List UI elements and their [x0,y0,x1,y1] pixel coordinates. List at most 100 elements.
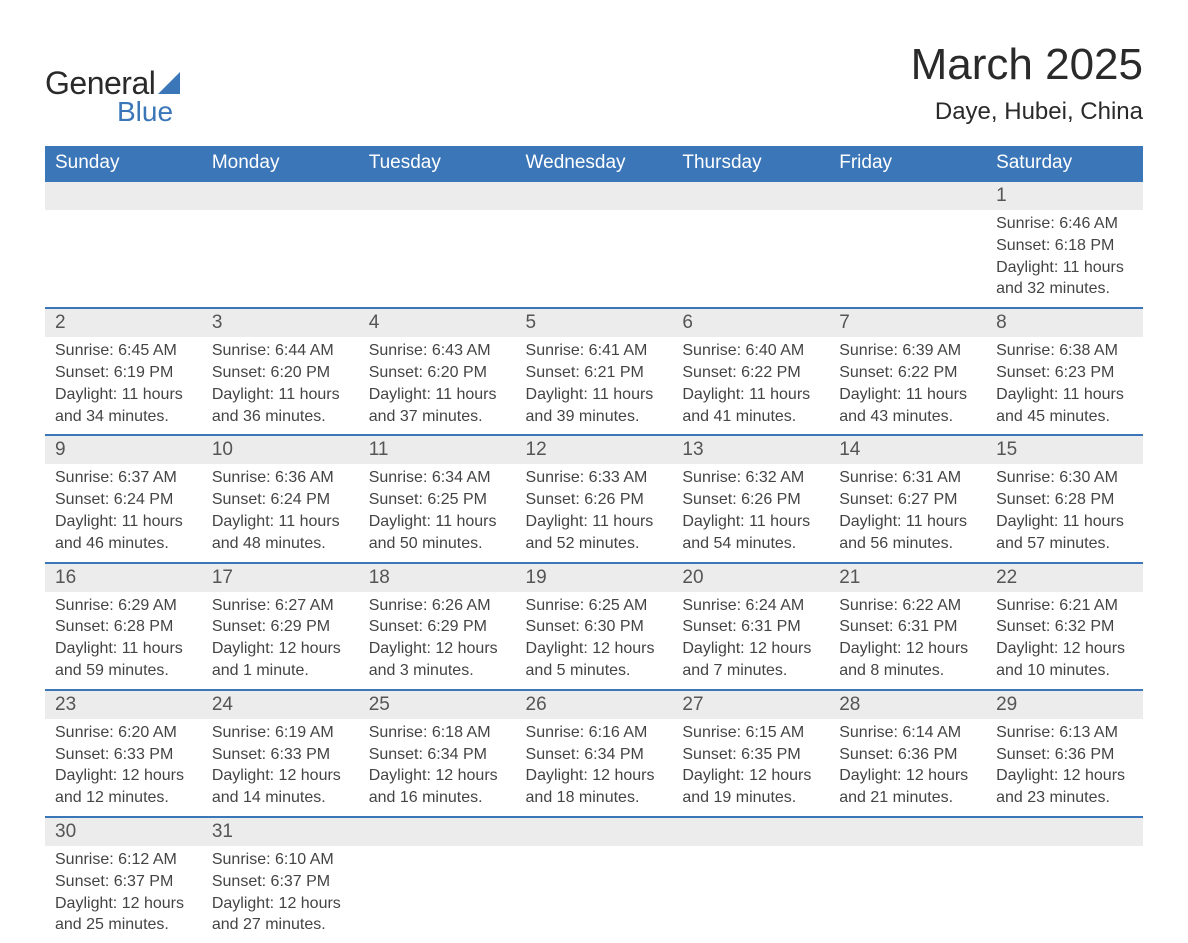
day-number [45,181,202,210]
daylight-text: Daylight: 11 hours [55,639,192,660]
sunset-text: Sunset: 6:29 PM [369,617,506,638]
daylight-text: Daylight: 12 hours [839,766,976,787]
day-detail [829,846,986,943]
sunset-text: Sunset: 6:23 PM [996,363,1133,384]
day-number [359,181,516,210]
sunrise-text: Sunrise: 6:20 AM [55,723,192,744]
daylight-text-2: and 45 minutes. [996,407,1133,428]
daylight-text: Daylight: 11 hours [996,258,1133,279]
day-detail: Sunrise: 6:39 AMSunset: 6:22 PMDaylight:… [829,337,986,435]
sunrise-text: Sunrise: 6:32 AM [682,468,819,489]
sunset-text: Sunset: 6:22 PM [839,363,976,384]
daylight-text: Daylight: 12 hours [212,894,349,915]
day-detail: Sunrise: 6:18 AMSunset: 6:34 PMDaylight:… [359,719,516,817]
daylight-text-2: and 59 minutes. [55,661,192,682]
daylight-text: Daylight: 11 hours [55,385,192,406]
day-number: 5 [516,308,673,337]
daylight-text: Daylight: 11 hours [55,512,192,533]
daylight-text-2: and 41 minutes. [682,407,819,428]
day-number: 12 [516,435,673,464]
daylight-text-2: and 36 minutes. [212,407,349,428]
title-block: March 2025 Daye, Hubei, China [911,40,1143,126]
day-detail: Sunrise: 6:13 AMSunset: 6:36 PMDaylight:… [986,719,1143,817]
daylight-text: Daylight: 11 hours [682,512,819,533]
sunrise-text: Sunrise: 6:38 AM [996,341,1133,362]
day-number: 27 [672,690,829,719]
day-number: 15 [986,435,1143,464]
daylight-text: Daylight: 11 hours [996,385,1133,406]
daylight-text-2: and 54 minutes. [682,534,819,555]
day-detail: Sunrise: 6:34 AMSunset: 6:25 PMDaylight:… [359,464,516,562]
sunrise-text: Sunrise: 6:10 AM [212,850,349,871]
sunrise-text: Sunrise: 6:31 AM [839,468,976,489]
location: Daye, Hubei, China [911,98,1143,126]
sunset-text: Sunset: 6:33 PM [212,745,349,766]
day-detail: Sunrise: 6:43 AMSunset: 6:20 PMDaylight:… [359,337,516,435]
day-detail [516,846,673,943]
day-detail: Sunrise: 6:38 AMSunset: 6:23 PMDaylight:… [986,337,1143,435]
day-number: 20 [672,563,829,592]
daylight-text-2: and 25 minutes. [55,915,192,936]
daylight-text: Daylight: 12 hours [526,766,663,787]
sunset-text: Sunset: 6:26 PM [682,490,819,511]
sunset-text: Sunset: 6:29 PM [212,617,349,638]
daylight-text: Daylight: 11 hours [682,385,819,406]
day-detail: Sunrise: 6:36 AMSunset: 6:24 PMDaylight:… [202,464,359,562]
sunrise-text: Sunrise: 6:44 AM [212,341,349,362]
daylight-text: Daylight: 12 hours [996,639,1133,660]
day-detail [516,210,673,308]
sunset-text: Sunset: 6:35 PM [682,745,819,766]
day-number: 11 [359,435,516,464]
daylight-text-2: and 43 minutes. [839,407,976,428]
sunrise-text: Sunrise: 6:19 AM [212,723,349,744]
day-number: 8 [986,308,1143,337]
daylight-text-2: and 18 minutes. [526,788,663,809]
sunset-text: Sunset: 6:30 PM [526,617,663,638]
day-detail [202,210,359,308]
weekday-header: Sunday [45,146,202,181]
sunset-text: Sunset: 6:37 PM [212,872,349,893]
day-number: 18 [359,563,516,592]
daylight-text: Daylight: 11 hours [526,385,663,406]
sunrise-text: Sunrise: 6:16 AM [526,723,663,744]
daylight-text-2: and 48 minutes. [212,534,349,555]
sunrise-text: Sunrise: 6:36 AM [212,468,349,489]
daylight-text-2: and 56 minutes. [839,534,976,555]
daylight-text-2: and 57 minutes. [996,534,1133,555]
weekday-header: Wednesday [516,146,673,181]
sunset-text: Sunset: 6:19 PM [55,363,192,384]
sunrise-text: Sunrise: 6:41 AM [526,341,663,362]
sunrise-text: Sunrise: 6:34 AM [369,468,506,489]
day-number: 13 [672,435,829,464]
day-detail [45,210,202,308]
sunset-text: Sunset: 6:22 PM [682,363,819,384]
day-number: 25 [359,690,516,719]
sunrise-text: Sunrise: 6:13 AM [996,723,1133,744]
sunset-text: Sunset: 6:27 PM [839,490,976,511]
day-number: 30 [45,817,202,846]
day-detail: Sunrise: 6:44 AMSunset: 6:20 PMDaylight:… [202,337,359,435]
sunrise-text: Sunrise: 6:15 AM [682,723,819,744]
daylight-text-2: and 39 minutes. [526,407,663,428]
day-detail: Sunrise: 6:26 AMSunset: 6:29 PMDaylight:… [359,592,516,690]
daylight-text: Daylight: 12 hours [996,766,1133,787]
day-number: 6 [672,308,829,337]
daylight-text: Daylight: 11 hours [369,512,506,533]
day-number: 7 [829,308,986,337]
sunrise-text: Sunrise: 6:24 AM [682,596,819,617]
daylight-text: Daylight: 11 hours [212,385,349,406]
daylight-text-2: and 21 minutes. [839,788,976,809]
sunrise-text: Sunrise: 6:12 AM [55,850,192,871]
day-number: 14 [829,435,986,464]
day-number [986,817,1143,846]
day-detail: Sunrise: 6:22 AMSunset: 6:31 PMDaylight:… [829,592,986,690]
day-number: 17 [202,563,359,592]
daylight-text: Daylight: 12 hours [212,639,349,660]
daylight-text-2: and 3 minutes. [369,661,506,682]
day-detail [672,846,829,943]
day-number: 21 [829,563,986,592]
sunset-text: Sunset: 6:28 PM [55,617,192,638]
daylight-text-2: and 37 minutes. [369,407,506,428]
day-number: 1 [986,181,1143,210]
day-number: 26 [516,690,673,719]
